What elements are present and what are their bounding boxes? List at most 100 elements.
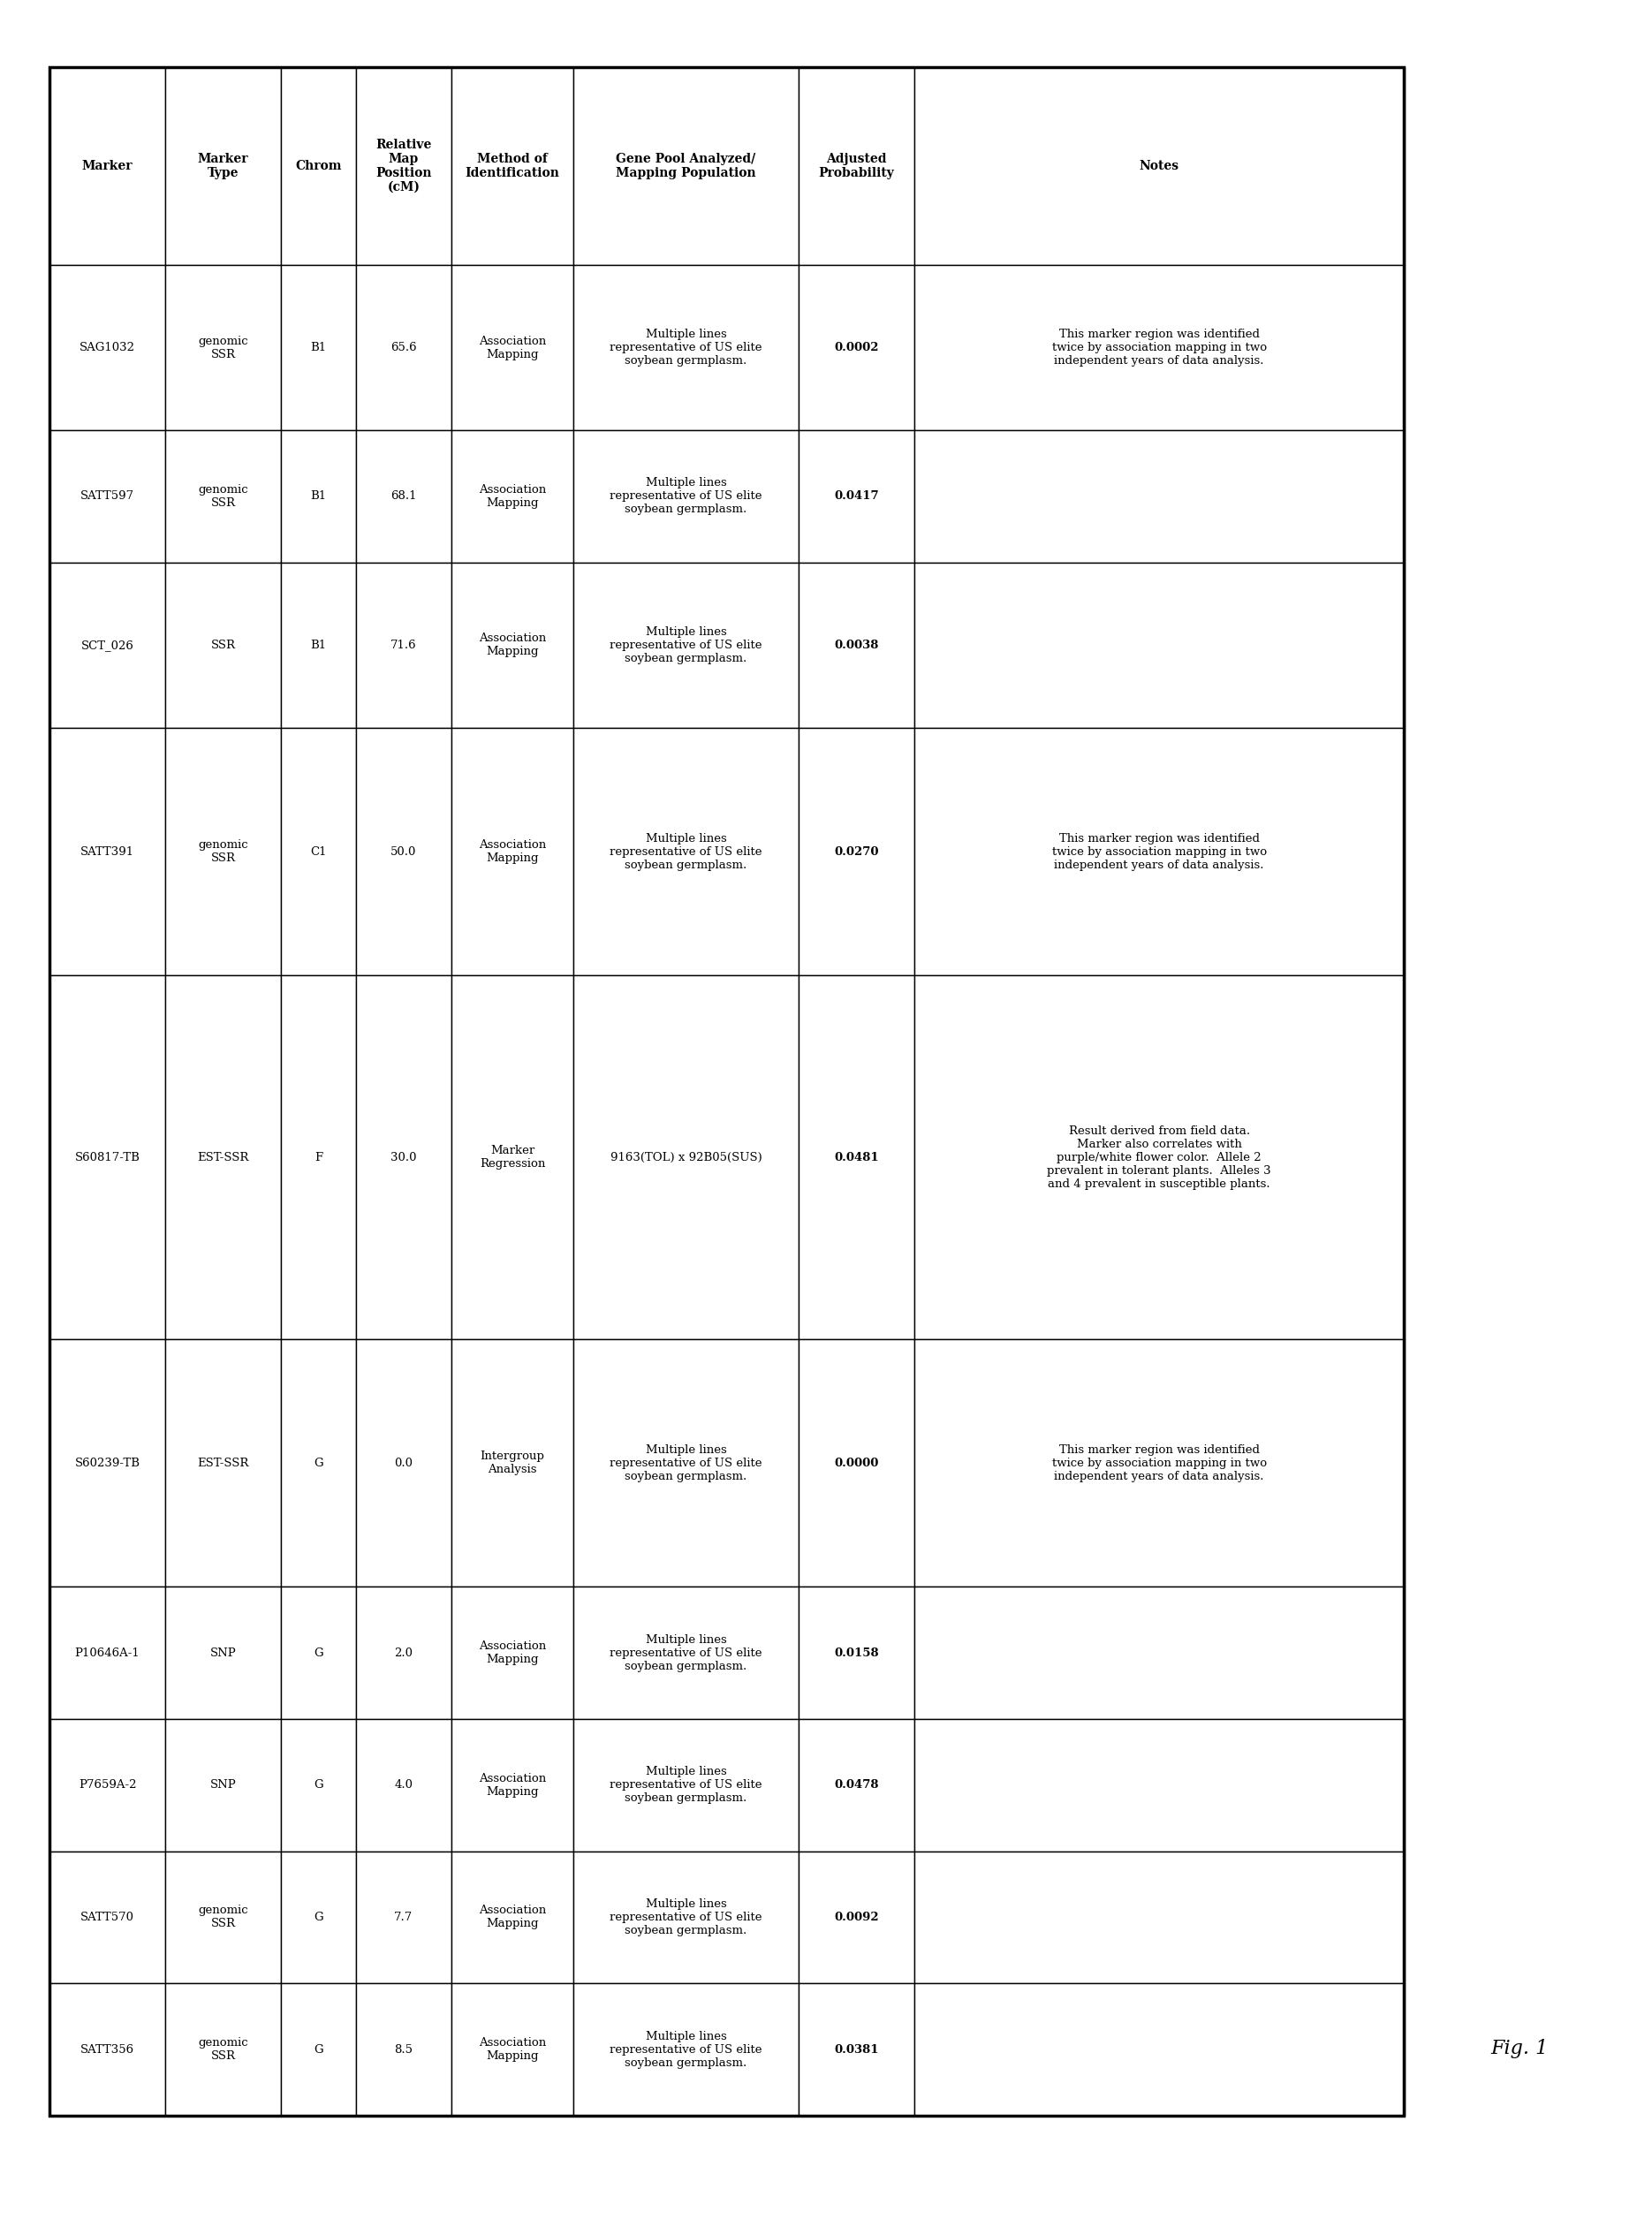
Text: EST-SSR: EST-SSR: [197, 1151, 249, 1162]
Text: Association
Mapping: Association Mapping: [479, 840, 547, 864]
Bar: [355, 1719, 451, 1851]
Text: Fig. 1: Fig. 1: [1492, 2040, 1548, 2058]
Text: G: G: [314, 1779, 324, 1791]
Text: 71.6: 71.6: [390, 639, 416, 650]
Bar: [355, 563, 451, 728]
Text: Multiple lines
representative of US elite
soybean germplasm.: Multiple lines representative of US elit…: [610, 477, 762, 514]
Text: This marker region was identified
twice by association mapping in two
independen: This marker region was identified twice …: [1052, 833, 1267, 871]
Bar: [165, 67, 281, 265]
Text: 0.0478: 0.0478: [834, 1779, 879, 1791]
Text: Multiple lines
representative of US elite
soybean germplasm.: Multiple lines representative of US elit…: [610, 1443, 762, 1481]
Text: Adjusted
Probability: Adjusted Probability: [818, 154, 894, 180]
Text: S60817-TB: S60817-TB: [74, 1151, 140, 1162]
Text: 65.6: 65.6: [390, 343, 416, 354]
Text: G: G: [314, 1911, 324, 1924]
Text: 0.0417: 0.0417: [834, 490, 879, 501]
Bar: [573, 1588, 798, 1719]
Text: 0.0092: 0.0092: [834, 1911, 879, 1924]
Bar: [798, 975, 914, 1338]
Bar: [165, 1588, 281, 1719]
Text: 0.0158: 0.0158: [834, 1648, 879, 1659]
Text: Chrom: Chrom: [296, 160, 342, 171]
Text: Association
Mapping: Association Mapping: [479, 2038, 547, 2062]
Text: Multiple lines
representative of US elite
soybean germplasm.: Multiple lines representative of US elit…: [610, 2031, 762, 2069]
Bar: [914, 1719, 1404, 1851]
Bar: [573, 1984, 798, 2116]
Bar: [573, 728, 798, 975]
Text: This marker region was identified
twice by association mapping in two
independen: This marker region was identified twice …: [1052, 330, 1267, 367]
Text: G: G: [314, 1648, 324, 1659]
Text: genomic
SSR: genomic SSR: [198, 483, 248, 508]
Text: SAG1032: SAG1032: [79, 343, 135, 354]
Text: Result derived from field data.
Marker also correlates with
purple/white flower : Result derived from field data. Marker a…: [1047, 1125, 1270, 1189]
Text: SSR: SSR: [211, 639, 236, 650]
Text: 0.0038: 0.0038: [834, 639, 879, 650]
Bar: [573, 975, 798, 1338]
Text: SATT597: SATT597: [81, 490, 134, 501]
Text: Marker
Type: Marker Type: [198, 154, 248, 180]
Bar: [50, 975, 165, 1338]
Bar: [573, 1338, 798, 1588]
Bar: [281, 1719, 355, 1851]
Text: 9163(TOL) x 92B05(SUS): 9163(TOL) x 92B05(SUS): [610, 1151, 762, 1162]
Bar: [281, 1338, 355, 1588]
Text: Multiple lines
representative of US elite
soybean germplasm.: Multiple lines representative of US elit…: [610, 1897, 762, 1935]
Text: Method of
Identification: Method of Identification: [466, 154, 560, 180]
Bar: [165, 975, 281, 1338]
Text: 68.1: 68.1: [390, 490, 416, 501]
Bar: [451, 563, 573, 728]
Text: SATT356: SATT356: [81, 2044, 134, 2056]
Bar: [798, 1984, 914, 2116]
Text: 8.5: 8.5: [395, 2044, 413, 2056]
Bar: [165, 265, 281, 430]
Text: 2.0: 2.0: [395, 1648, 413, 1659]
Bar: [451, 1588, 573, 1719]
Bar: [573, 1719, 798, 1851]
Bar: [50, 430, 165, 563]
Text: P10646A-1: P10646A-1: [74, 1648, 140, 1659]
Text: Multiple lines
representative of US elite
soybean germplasm.: Multiple lines representative of US elit…: [610, 1635, 762, 1672]
Bar: [914, 265, 1404, 430]
Bar: [355, 975, 451, 1338]
Text: Notes: Notes: [1140, 160, 1180, 171]
Text: 0.0270: 0.0270: [834, 846, 879, 857]
Bar: [798, 1338, 914, 1588]
Text: Multiple lines
representative of US elite
soybean germplasm.: Multiple lines representative of US elit…: [610, 330, 762, 367]
Bar: [355, 1984, 451, 2116]
Text: Relative
Map
Position
(cM): Relative Map Position (cM): [375, 138, 431, 194]
Text: B1: B1: [311, 639, 327, 650]
Bar: [798, 563, 914, 728]
Bar: [50, 563, 165, 728]
Text: P7659A-2: P7659A-2: [79, 1779, 137, 1791]
Bar: [281, 265, 355, 430]
Text: This marker region was identified
twice by association mapping in two
independen: This marker region was identified twice …: [1052, 1443, 1267, 1481]
Text: 7.7: 7.7: [395, 1911, 413, 1924]
Text: SATT391: SATT391: [81, 846, 134, 857]
Bar: [355, 1851, 451, 1984]
Bar: [165, 728, 281, 975]
Bar: [355, 265, 451, 430]
Bar: [355, 67, 451, 265]
Bar: [165, 1338, 281, 1588]
Bar: [914, 975, 1404, 1338]
Bar: [281, 1851, 355, 1984]
Bar: [798, 1588, 914, 1719]
Bar: [281, 1984, 355, 2116]
Bar: [573, 67, 798, 265]
Text: 0.0: 0.0: [395, 1456, 413, 1470]
Bar: [798, 1851, 914, 1984]
Bar: [281, 430, 355, 563]
Bar: [914, 430, 1404, 563]
Text: B1: B1: [311, 343, 327, 354]
Bar: [914, 728, 1404, 975]
Text: Association
Mapping: Association Mapping: [479, 1773, 547, 1797]
Text: genomic
SSR: genomic SSR: [198, 840, 248, 864]
Bar: [50, 1338, 165, 1588]
Bar: [451, 1338, 573, 1588]
Text: 30.0: 30.0: [390, 1151, 416, 1162]
Bar: [50, 1851, 165, 1984]
Bar: [355, 1588, 451, 1719]
Text: SCT_026: SCT_026: [81, 639, 134, 650]
Bar: [451, 1851, 573, 1984]
Text: Multiple lines
representative of US elite
soybean germplasm.: Multiple lines representative of US elit…: [610, 1766, 762, 1804]
